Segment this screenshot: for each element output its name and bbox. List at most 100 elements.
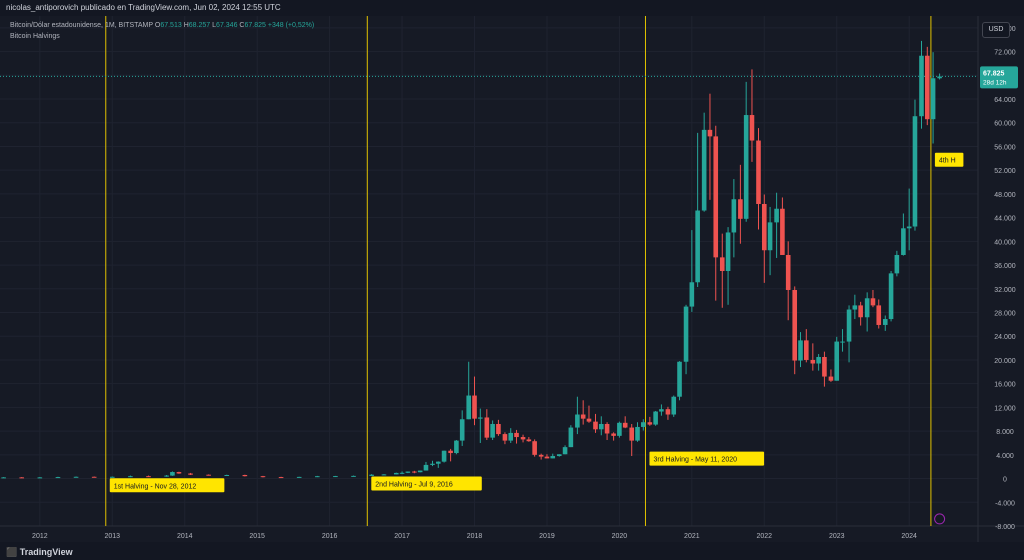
candle-body [738,199,743,219]
candle-body [701,129,707,211]
candle-body [1,477,6,479]
candle-body [882,319,888,325]
candle-body [743,115,749,219]
candle-body [924,55,930,120]
candle-body [423,464,429,471]
candle-body [852,305,858,310]
halving-label: 4th H [939,158,956,165]
candle-body [484,417,490,438]
y-tick-label: 28.000 [994,311,1016,318]
halving-label: 1st Halving - Nov 28, 2012 [114,483,197,490]
candle-body [351,475,356,477]
candle-body [466,395,472,420]
candle-body [731,199,737,233]
candle-body [435,461,441,464]
candle-body [840,341,845,343]
candle-body [91,476,97,478]
y-tick-label: 24.000 [994,334,1016,341]
candle-body [677,361,682,397]
candle-body [242,475,248,477]
price-chart[interactable]: -8.000 -4.000 0 4.000 8.000 12.000 16.000 20.00… [0,16,1024,542]
candle-body [224,475,230,476]
y-tick-label: 44.000 [994,216,1016,223]
candle-body [635,426,640,441]
candle-body [526,439,532,442]
candle-body [146,476,151,478]
candle-body [792,289,798,361]
candle-body [804,340,809,360]
y-tick-label: 16.000 [994,382,1016,389]
candle-body [919,55,924,117]
x-tick-label: 2012 [32,533,48,540]
candle-body [647,422,653,425]
y-tick-label: 72.000 [994,50,1016,57]
candle-body [176,472,182,474]
candle-body [894,254,900,274]
candle-body [785,254,791,290]
candle-body [611,433,616,436]
candle-body [562,447,568,455]
open-value: 67.513 [160,22,182,29]
y-tick-label: 52.000 [994,168,1016,175]
x-tick-label: 2020 [612,533,628,540]
candle-body [858,305,863,318]
footer-bar: ⬛ TradingView [0,542,1024,558]
candle-body [713,136,719,258]
candle-body [930,78,936,120]
candle-body [593,421,598,430]
candle-body [659,409,664,412]
candle-body [315,476,320,478]
x-tick-label: 2013 [104,533,120,540]
candle-body [822,356,827,377]
candle-body [430,463,435,465]
candle-body [164,475,169,477]
candle-body [798,340,803,361]
candle-body [55,477,61,479]
candle-body [412,471,417,473]
halving-label-box [109,478,225,493]
candle-body [399,472,405,474]
candle-body [622,422,628,428]
candle-body [454,440,459,454]
candle-body [575,414,580,428]
candle-body [604,424,610,434]
candle-body [417,470,423,473]
candle-body [278,477,284,479]
currency-button[interactable]: USD [982,22,1010,38]
x-tick-label: 2015 [249,533,265,540]
candle-body [586,418,592,422]
y-tick-label: 8.000 [996,429,1014,436]
candle-body [641,422,646,427]
candle-body [514,432,519,438]
halving-label: 3rd Halving - May 11, 2020 [653,457,737,464]
candle-body [665,409,671,415]
candle-body [695,210,700,283]
high-label: H [183,22,189,29]
candle-body [37,477,43,479]
indicator-name[interactable]: Bitcoin Halvings [10,33,60,40]
candle-body [568,427,574,448]
halving-label: 2nd Halving - Jul 9, 2016 [375,481,453,488]
candle-body [508,432,514,441]
candle-body [810,359,816,364]
candle-body [617,422,622,436]
candle-body [719,257,725,271]
price-tag-box [980,66,1018,89]
candle-body [333,476,338,478]
candle-body [756,140,761,204]
candle-body [550,456,556,459]
candle-body [598,424,604,430]
chart-area[interactable]: -8.000 -4.000 0 4.000 8.000 12.000 16.000 20.00… [0,16,1024,542]
event-marker-icon [934,513,946,525]
x-tick-label: 2014 [177,533,193,540]
close-value: 67.825 [244,22,266,29]
candle-body [393,472,399,475]
y-tick-label: 20.000 [994,358,1016,365]
candle-body [73,476,79,478]
change-value: +348 (+0,52%) [267,22,315,29]
high-value: 68.257 [188,22,211,29]
candle-body [260,476,266,478]
x-tick-label: 2017 [394,533,410,540]
symbol-name: Bitcoin/Dólar estadounidense, 1M, BITSTA… [10,22,153,29]
candle-body [876,305,882,325]
